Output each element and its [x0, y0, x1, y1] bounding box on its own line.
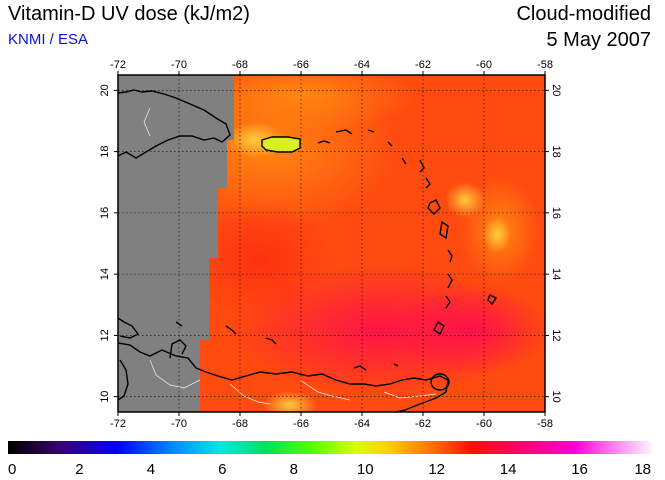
dose-field	[118, 75, 545, 412]
colorbar-tick-label: 4	[147, 461, 155, 478]
lon-label-top: -60	[476, 59, 492, 71]
lon-label-top: -66	[293, 59, 309, 71]
lat-label-left: 12	[99, 329, 111, 341]
colorbar-tick-label: 10	[357, 461, 374, 478]
lon-label-bottom: -60	[476, 418, 492, 430]
lat-label-left: 10	[99, 391, 111, 403]
lon-label-bottom: -58	[537, 418, 553, 430]
lon-label-bottom: -62	[415, 418, 431, 430]
lat-label-right: 12	[550, 329, 562, 341]
colorbar-tick-label: 6	[218, 461, 226, 478]
hispaniola-coast	[117, 89, 231, 159]
colorbar-tick-label: 0	[8, 461, 16, 478]
colorbar-labels: 0 2 4 6 8 10 12 14 16 18	[8, 461, 651, 478]
colombia-north-coast	[117, 317, 140, 339]
colorbar-tick-label: 2	[75, 461, 83, 478]
date-label: 5 May 2007	[546, 29, 651, 51]
colorbar	[8, 441, 651, 454]
colorbar-tick-label: 16	[571, 461, 588, 478]
lon-label-bottom: -72	[110, 418, 126, 430]
lon-label-top: -70	[171, 59, 187, 71]
virgin-islands	[317, 129, 375, 144]
lon-label-top: -68	[232, 59, 248, 71]
coastlines	[117, 89, 498, 413]
lon-label-bottom: -68	[232, 418, 248, 430]
lon-label-top: -64	[354, 59, 370, 71]
lon-label-top: -62	[415, 59, 431, 71]
lon-label-top: -72	[110, 59, 126, 71]
lon-label-bottom: -64	[354, 418, 370, 430]
small-islands	[353, 363, 399, 371]
lesser-antilles	[387, 141, 498, 336]
puerto-rico-coast	[261, 136, 301, 153]
lat-label-right: 14	[550, 268, 562, 280]
lon-label-bottom: -70	[171, 418, 187, 430]
no-data-area	[118, 75, 234, 412]
colorbar-tick-label: 14	[500, 461, 517, 478]
lat-label-left: 14	[99, 268, 111, 280]
trinidad-coast	[430, 373, 450, 391]
venezuela-coast	[117, 342, 449, 413]
lon-label-top: -58	[537, 59, 553, 71]
lat-label-left: 18	[99, 145, 111, 157]
lat-label-right: 18	[550, 145, 562, 157]
paraguana-peninsula	[169, 339, 187, 359]
colorbar-tick-label: 18	[634, 461, 651, 478]
lat-label-right: 10	[550, 391, 562, 403]
lat-label-right: 16	[550, 207, 562, 219]
map-title: Vitamin-D UV dose (kJ/m2)	[8, 3, 250, 25]
lat-label-left: 20	[99, 84, 111, 96]
lat-label-left: 16	[99, 207, 111, 219]
credit-label: KNMI / ESA	[8, 31, 89, 48]
map-frame	[117, 74, 546, 413]
lon-label-bottom: -66	[293, 418, 309, 430]
lat-label-right: 20	[550, 84, 562, 96]
axis-ticks: -72 -72 -70 -70 -68 -68 -66 -66 -64 -64 -62 -62 -60 -…	[99, 59, 562, 430]
colorbar-tick-label: 8	[290, 461, 298, 478]
lake-maracaibo-shore	[117, 359, 129, 401]
borders	[143, 107, 437, 405]
mode-label: Cloud-modified	[516, 3, 651, 25]
colorbar-tick-label: 12	[428, 461, 445, 478]
grid-lines	[118, 75, 545, 412]
